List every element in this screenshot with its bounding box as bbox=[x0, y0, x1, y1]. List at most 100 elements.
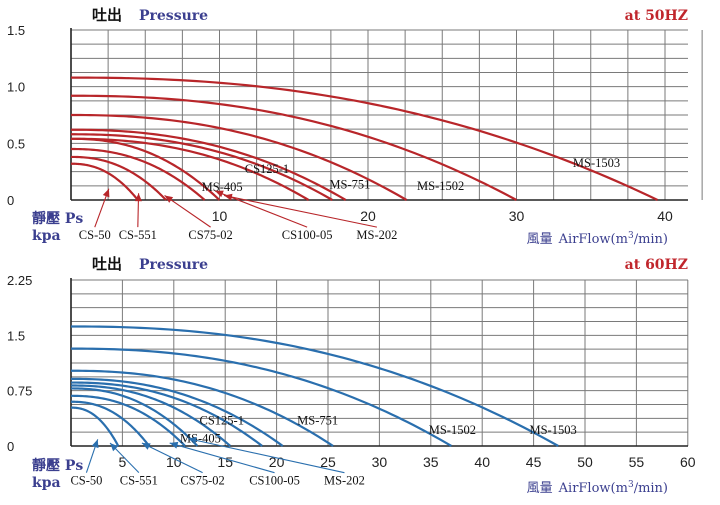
chart-60hz-title: Pressure bbox=[139, 257, 208, 273]
callout-ms-202-50hz: MS-202 bbox=[356, 228, 397, 242]
curve-cs-551-60hz bbox=[70, 400, 150, 447]
x-tick-label-50hz: 10 bbox=[212, 208, 228, 224]
curve-cs75-02-50hz bbox=[71, 147, 206, 201]
label-ms-1503-60hz: MS-1503 bbox=[529, 423, 576, 437]
callout-arrowhead-60hz bbox=[110, 443, 119, 452]
curve-ms-751-50hz bbox=[71, 113, 408, 201]
x-tick-label-60hz: 60 bbox=[680, 454, 696, 470]
y-tick-label-50hz: 1.5 bbox=[7, 23, 25, 38]
curve-ms-202-50hz bbox=[71, 137, 310, 201]
chart-60hz-xlabel-cn: 風量 bbox=[527, 481, 553, 496]
chart-50hz-xlabel: 風量 AirFlow(m3/min) bbox=[527, 231, 668, 247]
chart-60hz-ylabel: 靜壓 Ps bbox=[32, 457, 83, 474]
label-ms-1503-50hz: MS-1503 bbox=[573, 156, 620, 170]
label-ms-751-60hz: MS-751 bbox=[297, 414, 338, 428]
y-tick-label-60hz: 0.75 bbox=[7, 384, 32, 399]
curve-ms-405-50hz bbox=[71, 133, 333, 201]
chart-50hz-ylabel: 靜壓 Ps bbox=[32, 210, 83, 227]
plot-50hz: 0 0.5 1.0 1.5 10 20 30 40 MS-1503 MS-1502 MS-751 CS… bbox=[7, 23, 703, 242]
chart-60hz: 吐出 Pressure at 60HZ 靜壓 Ps kpa 風量 AirFlow(… bbox=[32, 255, 688, 496]
chart-50hz-xlabel-tail: /min) bbox=[634, 232, 668, 247]
curve-cs100-05-60hz bbox=[70, 387, 199, 447]
chart-50hz-xlabel-cn: 風量 bbox=[527, 232, 553, 247]
x-tick-label-60hz: 10 bbox=[166, 454, 182, 470]
callout-arrowhead-50hz bbox=[164, 195, 174, 203]
x-tick-label-60hz: 35 bbox=[423, 454, 439, 470]
x-tick-label-50hz: 40 bbox=[657, 208, 673, 224]
callout-cs-551-60hz: CS-551 bbox=[120, 474, 158, 488]
x-tick-label-60hz: 50 bbox=[577, 454, 593, 470]
callout-arrowhead-50hz bbox=[102, 188, 110, 198]
callout-arrow-line-60hz bbox=[188, 438, 345, 474]
chart-60hz-yunit: kpa bbox=[32, 475, 61, 491]
callout-arrowhead-60hz bbox=[169, 441, 179, 449]
label-ms-405-60hz: MS-405 bbox=[180, 431, 221, 445]
chart-50hz-condition: at 50HZ bbox=[625, 8, 688, 24]
label-ms-1502-50hz: MS-1502 bbox=[417, 179, 464, 193]
label-ms-405-50hz: MS-405 bbox=[202, 180, 243, 194]
x-tick-label-60hz: 25 bbox=[320, 454, 336, 470]
x-tick-label-60hz: 40 bbox=[474, 454, 490, 470]
x-tick-label-60hz: 15 bbox=[217, 454, 233, 470]
curve-ms-1502-60hz bbox=[70, 347, 452, 447]
callout-cs-551-50hz: CS-551 bbox=[119, 228, 157, 242]
y-tick-label-60hz: 0 bbox=[7, 439, 14, 454]
chart-60hz-title-cn: 吐出 bbox=[92, 255, 122, 273]
curve-cs-50-60hz bbox=[71, 406, 120, 447]
curve-ms-1503-60hz bbox=[70, 325, 559, 447]
chart-50hz-title: Pressure bbox=[139, 8, 208, 24]
curve-ms-405-60hz bbox=[71, 381, 263, 447]
x-tick-label-50hz: 20 bbox=[360, 208, 376, 224]
label-cs125-1-60hz: CS125-1 bbox=[200, 414, 244, 428]
curve-cs-50-50hz bbox=[70, 162, 139, 201]
curve-cs125-1-60hz bbox=[70, 377, 284, 447]
chart-60hz-xlabel-tail: /min) bbox=[634, 481, 668, 496]
chart-50hz-xlabel-sup: 3 bbox=[628, 231, 634, 241]
y-tick-label-50hz: 1.0 bbox=[7, 80, 25, 95]
chart-60hz-xlabel-sup: 3 bbox=[628, 480, 634, 490]
x-tick-label-50hz: 30 bbox=[509, 208, 525, 224]
chart-60hz-xlabel-en: AirFlow(m bbox=[558, 481, 628, 496]
label-cs125-1-50hz: CS125-1 bbox=[245, 162, 289, 176]
chart-50hz: 吐出 Pressure at 50HZ 靜壓 Ps kpa 風量 AirFlow(… bbox=[32, 6, 688, 247]
callout-arrow-line-50hz bbox=[164, 195, 211, 228]
y-tick-label-50hz: 0.5 bbox=[7, 136, 25, 151]
callout-arrowhead-50hz bbox=[215, 190, 224, 198]
chart-60hz-xlabel: 風量 AirFlow(m3/min) bbox=[527, 480, 668, 496]
callout-arrowhead-60hz bbox=[91, 439, 99, 449]
curve-ms-751-60hz bbox=[71, 369, 334, 447]
curve-cs125-1-50hz bbox=[70, 128, 347, 201]
callout-cs100-05-50hz: CS100-05 bbox=[282, 228, 333, 242]
x-tick-label-60hz: 5 bbox=[119, 454, 127, 470]
label-ms-1502-60hz: MS-1502 bbox=[429, 423, 476, 437]
x-tick-label-60hz: 45 bbox=[526, 454, 542, 470]
callout-arrowhead-60hz bbox=[188, 436, 197, 444]
curve-ms-1502-50hz bbox=[70, 94, 518, 201]
callout-cs75-02-50hz: CS75-02 bbox=[188, 228, 232, 242]
chart-50hz-yunit: kpa bbox=[32, 228, 61, 244]
y-tick-label-60hz: 2.25 bbox=[7, 273, 32, 288]
plot-60hz: 0 0.75 1.5 2.25 5 10 15 20 25 30 35 40 45 50 55 60 MS-15… bbox=[7, 273, 696, 488]
chart-50hz-xlabel-en: AirFlow(m bbox=[558, 232, 628, 247]
callout-cs75-02-60hz: CS75-02 bbox=[180, 474, 224, 488]
callout-arrow-line-50hz bbox=[223, 194, 378, 228]
curve-ms-1503-50hz bbox=[70, 76, 659, 201]
callout-arrow-line-60hz bbox=[169, 442, 275, 474]
callout-arrow-line-60hz bbox=[141, 442, 203, 474]
curve-ms-202-60hz bbox=[70, 384, 232, 447]
label-ms-751-50hz: MS-751 bbox=[329, 178, 370, 192]
callout-cs100-05-60hz: CS100-05 bbox=[249, 474, 300, 488]
curve-cs-551-50hz bbox=[70, 155, 167, 201]
chart-50hz-title-cn: 吐出 bbox=[92, 6, 122, 24]
x-tick-label-60hz: 20 bbox=[269, 454, 285, 470]
y-tick-label-50hz: 0 bbox=[7, 193, 14, 208]
callout-arrowhead-50hz bbox=[134, 193, 142, 202]
curve-cs75-02-60hz bbox=[71, 394, 186, 447]
x-tick-label-60hz: 55 bbox=[629, 454, 645, 470]
callout-arrowhead-50hz bbox=[224, 193, 233, 201]
callout-cs-50-50hz: CS-50 bbox=[79, 228, 111, 242]
callout-ms-202-60hz: MS-202 bbox=[324, 474, 365, 488]
x-tick-label-60hz: 30 bbox=[372, 454, 388, 470]
y-tick-label-60hz: 1.5 bbox=[7, 328, 25, 343]
